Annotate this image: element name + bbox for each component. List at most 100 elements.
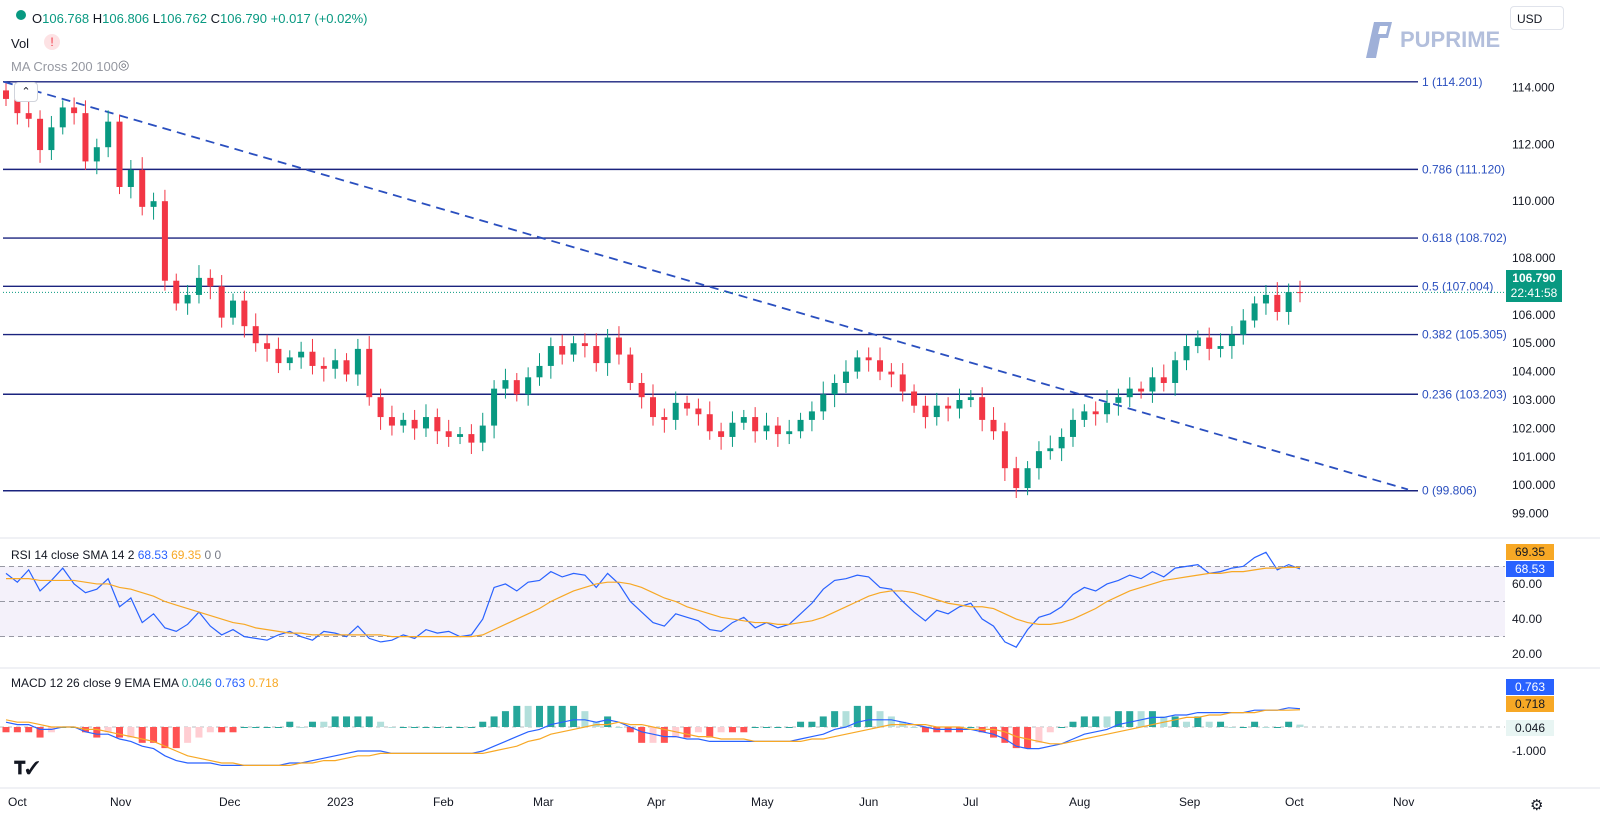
- candle-body: [377, 397, 384, 418]
- candle-body: [842, 371, 849, 383]
- macd-axis-label: -1.000: [1512, 744, 1546, 758]
- candle-body: [1228, 334, 1235, 347]
- candle-body: [173, 280, 180, 304]
- candle-body: [1206, 337, 1213, 349]
- candle-body: [1024, 468, 1031, 489]
- candle-body: [161, 201, 168, 281]
- macd-histogram-bar: [785, 727, 793, 728]
- candle-body: [1149, 377, 1156, 392]
- macd-histogram-bar: [524, 705, 532, 727]
- macd-legend[interactable]: MACD 12 26 close 9 EMA EMA 0.046 0.763 0…: [11, 676, 279, 690]
- time-axis-label: Aug: [1069, 795, 1090, 809]
- fib-level-label: 0.5 (107.004): [1422, 279, 1493, 293]
- candle-body: [1297, 292, 1303, 294]
- time-axis-label: Feb: [433, 795, 454, 809]
- macd-histogram-bar: [1148, 711, 1156, 727]
- candle-body: [1240, 320, 1247, 335]
- macd-histogram-bar: [399, 727, 407, 728]
- macd-histogram-bar: [274, 727, 282, 728]
- macd-histogram-bar: [297, 727, 305, 728]
- macd-histogram-bar: [1103, 716, 1111, 727]
- candle-body: [3, 90, 9, 99]
- rsi-legend[interactable]: RSI 14 close SMA 14 2 68.53 69.35 0 0: [11, 548, 222, 562]
- macd-histogram-bar: [763, 727, 771, 728]
- price-axis-area: [1505, 0, 1600, 834]
- candle-body: [1138, 388, 1145, 392]
- candle-body: [684, 402, 691, 409]
- macd-histogram-bar: [263, 727, 271, 728]
- candle-body: [933, 405, 940, 418]
- macd-histogram-bar: [513, 705, 521, 727]
- candle-body: [105, 121, 112, 148]
- time-axis-label: Dec: [219, 795, 240, 809]
- candle-body: [627, 354, 634, 383]
- macd-histogram-bar: [252, 727, 260, 728]
- macd-histogram-bar: [547, 705, 555, 727]
- candle-body: [207, 277, 214, 287]
- ma-cross-label[interactable]: MA Cross 200 100: [11, 59, 118, 74]
- candle-body: [139, 169, 146, 207]
- macd-histogram-bar: [581, 711, 589, 727]
- price-axis-label: 104.000: [1512, 365, 1556, 379]
- candle-body: [740, 417, 747, 423]
- currency-selector[interactable]: USD: [1510, 6, 1564, 30]
- time-axis-label: Oct: [8, 795, 27, 809]
- vol-indicator-label[interactable]: Vol: [11, 36, 30, 51]
- macd-histogram-bar: [831, 711, 839, 727]
- hidden-eye-icon[interactable]: ◎: [118, 57, 130, 72]
- candle-body: [786, 431, 793, 435]
- candle-body: [593, 346, 600, 364]
- candle-body: [502, 380, 509, 389]
- collapse-legend-button[interactable]: ⌃: [14, 82, 38, 102]
- fib-level-label: 0.618 (108.702): [1422, 231, 1507, 245]
- candle-body: [1035, 451, 1042, 469]
- macd-histogram-bar: [1273, 727, 1281, 728]
- macd-histogram-bar: [206, 727, 214, 733]
- last-price-badge: 106.790 22:41:58: [1506, 270, 1562, 302]
- candle-body: [434, 417, 441, 432]
- brand-text: PUPRIME: [1400, 27, 1500, 52]
- macd-histogram-bar: [501, 711, 509, 727]
- fib-level-label: 0.786 (111.120): [1422, 162, 1505, 176]
- histogram-badge: 0.046: [1506, 720, 1554, 736]
- macd-histogram-bar: [161, 727, 169, 749]
- candle-body: [650, 397, 656, 418]
- settings-gear-icon[interactable]: ⚙: [1530, 797, 1544, 814]
- candle-body: [820, 394, 827, 412]
- macd-histogram-bar: [694, 727, 702, 733]
- time-axis-label: Nov: [110, 795, 131, 809]
- macd-histogram-bar: [1217, 721, 1225, 727]
- price-axis-label: 101.000: [1512, 450, 1556, 464]
- candle-body: [661, 417, 668, 420]
- candle-body: [911, 391, 918, 406]
- macd-histogram-bar: [388, 727, 396, 728]
- candle-body: [956, 400, 963, 409]
- price-axis-label: 110.000: [1512, 194, 1555, 208]
- candle-body: [275, 348, 282, 364]
- candle-body: [877, 360, 884, 372]
- candle-body: [14, 98, 21, 114]
- macd-histogram-bar: [138, 727, 146, 743]
- macd-histogram-bar: [1092, 716, 1100, 727]
- macd-histogram-bar: [728, 727, 736, 733]
- warning-icon[interactable]: !: [44, 34, 60, 50]
- time-axis-label: 2023: [327, 795, 354, 809]
- macd-histogram-bar: [422, 727, 430, 728]
- candle-body: [127, 169, 134, 187]
- price-axis-label: 114.000: [1512, 81, 1555, 95]
- macd-histogram-bar: [331, 716, 339, 727]
- candle-body: [309, 351, 316, 366]
- macd-histogram-bar: [876, 711, 884, 727]
- macd-histogram-bar: [740, 727, 748, 733]
- macd-histogram-bar: [1285, 721, 1293, 727]
- macd-histogram-bar: [808, 721, 816, 727]
- macd-histogram-bar: [570, 705, 578, 727]
- candle-body: [468, 434, 475, 443]
- candle-body: [695, 408, 702, 415]
- candle-body: [967, 397, 974, 401]
- macd-histogram-bar: [354, 716, 362, 727]
- macd-histogram-bar: [433, 727, 441, 728]
- candle-body: [1013, 468, 1020, 489]
- candle-body: [400, 419, 407, 426]
